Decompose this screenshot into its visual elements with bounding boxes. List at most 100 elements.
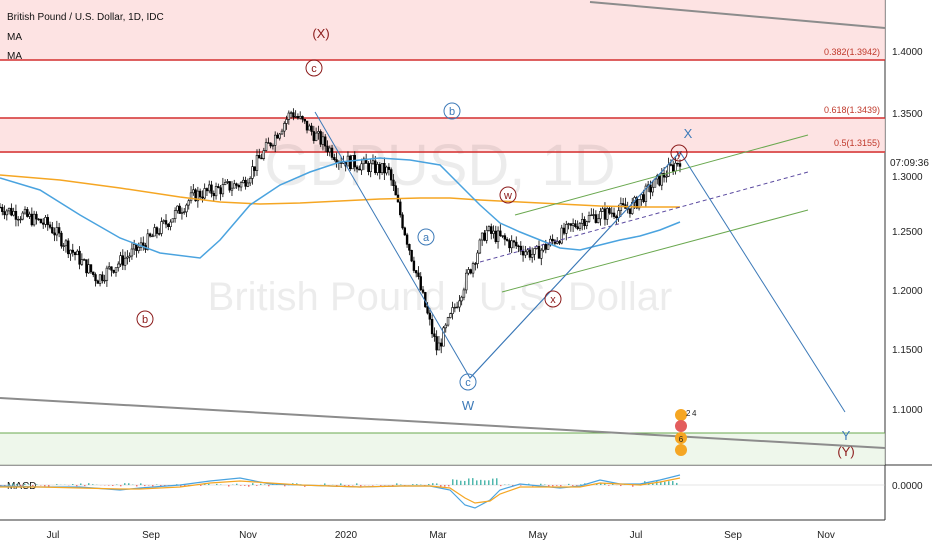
candle-body (414, 270, 418, 274)
macd-bar (8, 484, 10, 485)
candle-body (30, 213, 34, 226)
candle-body (362, 158, 366, 165)
candle-body (678, 163, 682, 167)
macd-bar (468, 478, 470, 485)
candle-body (132, 244, 136, 250)
macd-bar (128, 483, 130, 485)
candle-body (242, 179, 245, 184)
candle-body (201, 196, 204, 199)
candle-body (355, 166, 359, 170)
candle-body (628, 208, 632, 214)
trendline-upper-gray[interactable] (589, 1, 886, 29)
candle-body (180, 212, 184, 214)
wave-lower-blue-w-y[interactable] (469, 151, 681, 379)
macd-bar (256, 485, 258, 486)
time-axis[interactable]: Jul Sep Nov 2020 Mar May Jul Sep Nov (47, 530, 835, 541)
macd-bar (340, 483, 342, 485)
fib-line-0382[interactable]: 0.382(1.3942) (0, 47, 885, 61)
indicator-ma-2[interactable]: MA (7, 51, 22, 62)
candle-body (157, 233, 161, 235)
candle-body (376, 164, 379, 174)
channel-mid-dashed[interactable] (479, 171, 809, 263)
candle-body (540, 249, 543, 259)
macd-bar (124, 483, 126, 485)
candle-body (583, 219, 586, 227)
candle-body (578, 223, 582, 229)
candle-body (176, 205, 179, 211)
candle-body (308, 125, 311, 131)
current-time-box (886, 155, 932, 169)
macd-bar (28, 484, 30, 485)
time-tick: Jul (47, 530, 60, 541)
indicator-ma-1[interactable]: MA (7, 32, 22, 43)
candle-body (667, 164, 670, 177)
candle-body (214, 186, 218, 197)
macd-bar (304, 485, 306, 487)
candle-body (248, 178, 252, 184)
fib-label-0382: 0.382(1.3942) (824, 47, 880, 57)
candle-body (328, 147, 331, 153)
candle-body (294, 116, 297, 118)
macd-pane[interactable]: MACD (0, 474, 885, 509)
candle-body (114, 267, 118, 273)
macd-bar (296, 483, 298, 485)
macd-bar (404, 485, 406, 486)
candle-body (87, 264, 90, 274)
fib-zone-mid (0, 118, 885, 153)
candle-body (581, 219, 584, 224)
fib-line-05[interactable]: 0.5(1.3155) (0, 138, 885, 153)
wave-circle-b-blue (443, 102, 461, 120)
trendline-lower-gray[interactable] (0, 397, 886, 449)
macd-bar (620, 485, 622, 487)
candle-body (235, 183, 238, 186)
wave-label-X-upper: (X) (312, 26, 329, 41)
candle-body (558, 241, 561, 244)
channel-lower[interactable] (501, 209, 809, 293)
candle-body (410, 249, 413, 262)
macd-bar (284, 485, 286, 487)
candle-body (567, 223, 570, 225)
macd-bar (396, 483, 398, 485)
candle-body (239, 182, 243, 188)
macd-bar (324, 483, 326, 485)
time-tick: 2020 (335, 530, 358, 541)
macd-bar (48, 485, 50, 487)
candle-body (330, 147, 334, 158)
macd-bar (236, 483, 238, 485)
macd-bar (400, 484, 402, 485)
candle-body (67, 240, 70, 255)
candle-body (137, 246, 140, 251)
candle-body (148, 233, 152, 237)
candle-body (5, 210, 9, 216)
candle-body (615, 216, 618, 219)
macd-bar (460, 480, 462, 485)
fib-line-0618[interactable]: 0.618(1.3439) (0, 105, 885, 119)
candle-body (317, 131, 320, 134)
symbol-title[interactable]: British Pound / U.S. Dollar, 1D, IDC (7, 12, 164, 23)
macd-bar (84, 485, 86, 487)
candle-body (107, 266, 111, 269)
candle-body (569, 223, 573, 226)
candle-body (46, 217, 49, 226)
candle-body (437, 342, 441, 351)
candle-body (130, 248, 134, 257)
event-badges[interactable]: 2 4 6 (675, 409, 697, 456)
candle-body (374, 160, 377, 174)
candle-body (212, 193, 215, 197)
wave-label-x-red: x (550, 294, 556, 306)
candle-body (544, 244, 548, 250)
candle-body (371, 160, 375, 164)
macd-bar (244, 485, 246, 486)
macd-bar (632, 485, 634, 487)
candle-body (496, 230, 500, 243)
price-axis[interactable]: 1.4000 1.3500 1.3000 1.2500 1.2000 1.150… (886, 47, 932, 492)
candle-body (0, 206, 2, 209)
macd-tick: 0.0000 (892, 481, 923, 492)
macd-bar (444, 485, 446, 487)
candle-body (162, 220, 165, 222)
candle-body (671, 164, 675, 172)
channel-upper[interactable] (514, 134, 809, 216)
candle-body (192, 189, 195, 194)
candle-body (153, 227, 156, 237)
